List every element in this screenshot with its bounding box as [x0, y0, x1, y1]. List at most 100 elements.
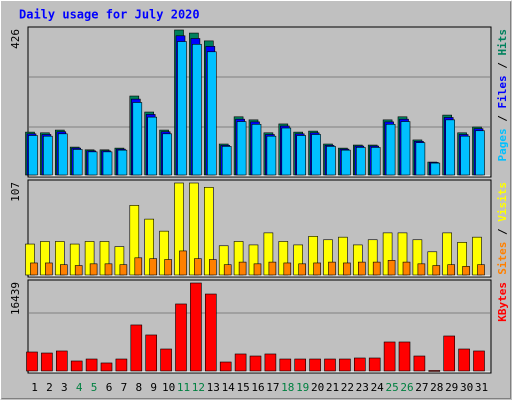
x-tick-label: 14 — [222, 381, 236, 394]
bar — [177, 41, 187, 176]
bar — [236, 121, 247, 176]
bar — [190, 282, 202, 372]
bar — [30, 262, 38, 276]
legend-entry: Files — [496, 75, 509, 108]
x-tick-label: 8 — [135, 381, 142, 394]
x-tick-label: 28 — [430, 381, 443, 394]
x-tick-label: 20 — [311, 381, 324, 394]
bar — [432, 265, 441, 276]
x-tick-label: 21 — [326, 381, 339, 394]
bar — [87, 151, 98, 176]
bar — [57, 133, 68, 176]
bar — [266, 135, 277, 176]
chart-title: Daily usage for July 2020 — [19, 8, 200, 22]
legend-entry: Pages — [496, 128, 509, 161]
bar — [443, 335, 456, 372]
x-tick-label: 4 — [76, 381, 83, 394]
x-tick-label: 5 — [91, 381, 98, 394]
bar — [117, 149, 128, 176]
x-tick-label: 29 — [445, 381, 458, 394]
bar — [294, 358, 307, 372]
bar — [447, 264, 456, 276]
bar — [353, 357, 366, 372]
bar — [207, 51, 217, 176]
x-tick-label: 16 — [251, 381, 264, 394]
x-tick-label: 12 — [192, 381, 205, 394]
x-tick-label: 22 — [341, 381, 354, 394]
bar — [309, 358, 321, 372]
legend-separator: / — [496, 222, 509, 242]
x-tick-label: 17 — [266, 381, 279, 394]
bar — [283, 262, 292, 276]
bar — [477, 264, 485, 276]
bar — [233, 241, 244, 276]
bar — [370, 147, 381, 176]
bar — [382, 232, 393, 276]
x-tick-label: 25 — [385, 381, 398, 394]
legend-separator: / — [496, 56, 509, 76]
x-tick-label: 13 — [207, 381, 220, 394]
bar — [402, 261, 411, 276]
bar — [175, 303, 187, 372]
bar — [264, 353, 277, 372]
bar — [281, 127, 292, 176]
bar — [189, 182, 199, 276]
bar — [324, 358, 336, 372]
bar — [102, 151, 113, 176]
bar — [59, 264, 68, 276]
bar — [430, 162, 441, 176]
bar — [160, 348, 172, 372]
bar — [45, 262, 53, 276]
legend: KBytes — [496, 282, 509, 322]
bar — [159, 230, 169, 276]
bar — [367, 239, 378, 276]
bar — [339, 358, 351, 372]
bar — [132, 102, 143, 176]
bar — [179, 250, 187, 276]
bar — [205, 293, 217, 372]
x-tick-label: 10 — [162, 381, 175, 394]
bar — [43, 135, 53, 176]
bar — [278, 241, 289, 276]
bar — [223, 264, 232, 276]
bar — [398, 341, 411, 372]
legend: Pages / Files / Hits — [496, 29, 509, 162]
x-tick-label: 31 — [475, 381, 488, 394]
bar — [268, 261, 277, 276]
bar — [311, 134, 321, 176]
bar — [119, 264, 128, 276]
y-tick-label: 107 — [9, 182, 22, 202]
bar — [263, 232, 274, 276]
bar — [40, 241, 50, 276]
bar — [85, 358, 98, 372]
bar — [194, 258, 202, 276]
legend-entry: Sites — [496, 242, 509, 275]
legend-separator: / — [496, 109, 509, 129]
bar — [55, 350, 68, 372]
bar — [341, 149, 351, 176]
bar — [72, 149, 83, 176]
bar — [293, 244, 304, 276]
bar — [372, 261, 381, 276]
bar — [462, 266, 470, 276]
bar — [326, 146, 336, 176]
y-tick-label: 426 — [9, 29, 22, 49]
bar — [415, 142, 426, 176]
bar — [442, 232, 453, 276]
bar — [145, 334, 157, 372]
bar — [89, 263, 98, 276]
bar — [323, 239, 333, 276]
bar — [385, 123, 396, 176]
bar — [458, 348, 470, 372]
bar — [313, 262, 321, 276]
bar — [368, 357, 381, 372]
bar — [338, 236, 348, 276]
bar — [69, 243, 80, 276]
x-tick-label: 26 — [400, 381, 413, 394]
x-tick-label: 15 — [236, 381, 249, 394]
bar — [417, 263, 426, 276]
y-tick-label: 16439 — [9, 282, 22, 315]
bar — [41, 352, 53, 372]
